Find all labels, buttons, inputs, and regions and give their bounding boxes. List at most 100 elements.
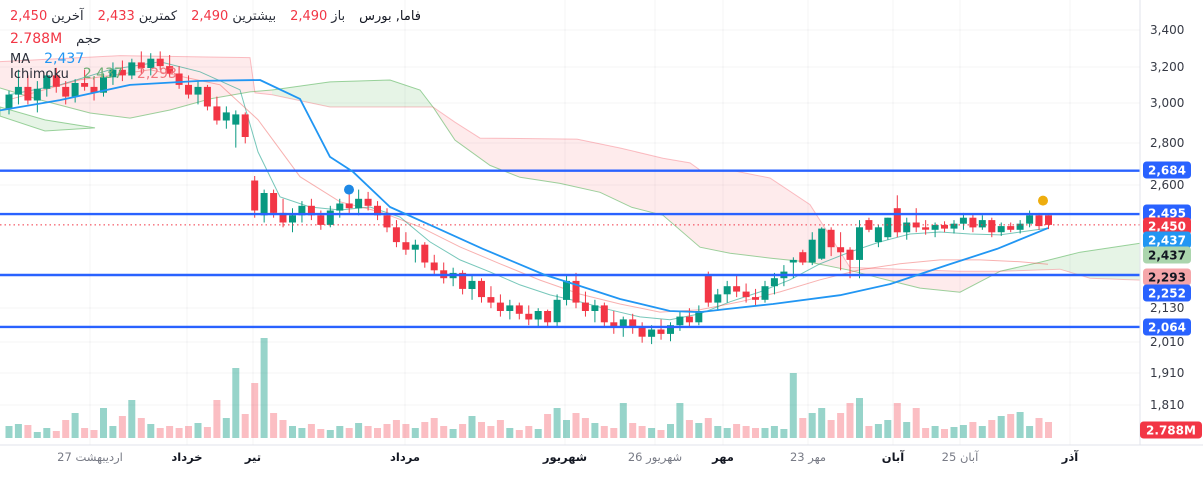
time-axis-label: 26 شهریور bbox=[628, 450, 682, 465]
volume-bar bbox=[241, 414, 249, 438]
candle bbox=[374, 205, 381, 216]
ichimoku-value-2: 2,293 bbox=[136, 66, 178, 82]
volume-bar bbox=[307, 424, 315, 438]
volume-bar bbox=[478, 422, 485, 438]
price-tick-label: 2,010 bbox=[1150, 335, 1184, 349]
candle bbox=[496, 302, 504, 311]
volume-value: 2.788M bbox=[10, 31, 63, 47]
candle bbox=[893, 208, 901, 233]
price-badge bbox=[1143, 231, 1191, 249]
candle bbox=[534, 311, 542, 320]
candle bbox=[941, 224, 948, 229]
volume-bar bbox=[421, 422, 429, 438]
volume-bar bbox=[676, 403, 684, 438]
candle bbox=[71, 83, 79, 97]
volume-bar bbox=[232, 368, 240, 438]
volume-bar bbox=[808, 413, 816, 438]
candle bbox=[648, 329, 656, 337]
candle bbox=[336, 203, 344, 211]
time-axis-label: آبان bbox=[882, 450, 905, 464]
candle bbox=[355, 198, 363, 209]
last-field: آخرین 2,450 bbox=[10, 9, 84, 24]
ichimoku-span-a-line bbox=[432, 106, 1001, 293]
candle bbox=[619, 319, 627, 328]
open-field: باز 2,490 bbox=[290, 9, 346, 24]
candle bbox=[251, 180, 259, 211]
ichimoku-span-a-line bbox=[999, 242, 1141, 272]
volume-bar bbox=[912, 408, 920, 438]
candle bbox=[506, 305, 514, 311]
volume-bar bbox=[780, 429, 788, 438]
volume-bar bbox=[997, 416, 1005, 438]
candle bbox=[789, 259, 797, 263]
price-tick-label: 2,600 bbox=[1150, 178, 1184, 192]
candle bbox=[289, 215, 296, 223]
candle bbox=[43, 75, 51, 89]
volume-bar bbox=[846, 403, 854, 438]
ichimoku-cloud-region bbox=[272, 80, 433, 107]
time-axis[interactable] bbox=[0, 445, 1203, 478]
volume-bar bbox=[1016, 412, 1024, 438]
volume-bar bbox=[770, 426, 778, 438]
candle bbox=[128, 62, 136, 76]
volume-bar bbox=[903, 422, 911, 438]
candle bbox=[969, 217, 977, 228]
volume-bar bbox=[799, 418, 807, 438]
volume-bar bbox=[818, 408, 826, 438]
volume-bar bbox=[298, 428, 306, 438]
high-value: 2,490 bbox=[191, 9, 229, 24]
ichimoku-kijun-line bbox=[8, 69, 1049, 313]
volume-bar bbox=[667, 424, 674, 438]
time-axis-label: 25 آبان bbox=[942, 450, 979, 464]
ma-label: MA bbox=[10, 51, 31, 67]
candle bbox=[723, 286, 731, 295]
ohlc-legend: فاما, بورس باز 2,490 بیشترین 2,490 کمتری… bbox=[10, 9, 421, 24]
candle bbox=[912, 222, 920, 228]
volume-bar bbox=[71, 413, 79, 438]
candle bbox=[638, 328, 646, 337]
ichimoku-cloud-region bbox=[433, 107, 1000, 293]
volume-bar bbox=[978, 426, 986, 438]
candle bbox=[770, 278, 778, 287]
time-axis-label: شهریور bbox=[542, 450, 587, 465]
volume-bar bbox=[581, 418, 589, 438]
candle bbox=[922, 227, 930, 230]
volume-bar bbox=[657, 430, 665, 438]
time-axis-label: آذر bbox=[1061, 450, 1080, 464]
candle bbox=[137, 62, 145, 68]
event-marker-blue-dot[interactable] bbox=[344, 184, 354, 195]
candle bbox=[808, 239, 816, 263]
price-badge-label: 2,495 bbox=[1148, 207, 1186, 221]
volume-bar bbox=[1026, 426, 1034, 438]
candle bbox=[81, 83, 89, 87]
volume-bar bbox=[52, 431, 60, 438]
candle bbox=[241, 114, 249, 137]
ichimoku-span-a-line bbox=[271, 79, 434, 108]
event-marker-yellow-dot[interactable] bbox=[1038, 195, 1048, 206]
candle bbox=[270, 193, 278, 213]
candle bbox=[667, 325, 674, 334]
candle bbox=[610, 322, 618, 328]
symbol-title: فاما, بورس bbox=[359, 9, 422, 24]
candle bbox=[544, 311, 552, 323]
volume-bar bbox=[203, 427, 211, 438]
candle bbox=[959, 217, 967, 224]
high-field: بیشترین 2,490 bbox=[191, 9, 277, 24]
open-value: 2,490 bbox=[290, 9, 328, 24]
candle bbox=[90, 86, 98, 93]
volume-bar bbox=[411, 428, 419, 438]
volume-bar bbox=[449, 429, 457, 438]
price-badge-label: 2,064 bbox=[1148, 321, 1186, 335]
volume-bar bbox=[893, 403, 901, 438]
volume-bar bbox=[1035, 418, 1043, 438]
volume-bar bbox=[789, 373, 797, 438]
volume-bar bbox=[515, 430, 523, 438]
candle bbox=[1045, 215, 1052, 225]
volume-bar bbox=[988, 420, 996, 438]
price-tick-label: 3,000 bbox=[1150, 96, 1184, 110]
price-badge bbox=[1143, 246, 1191, 264]
volume-bar bbox=[922, 428, 930, 438]
volume-bar bbox=[374, 428, 381, 438]
